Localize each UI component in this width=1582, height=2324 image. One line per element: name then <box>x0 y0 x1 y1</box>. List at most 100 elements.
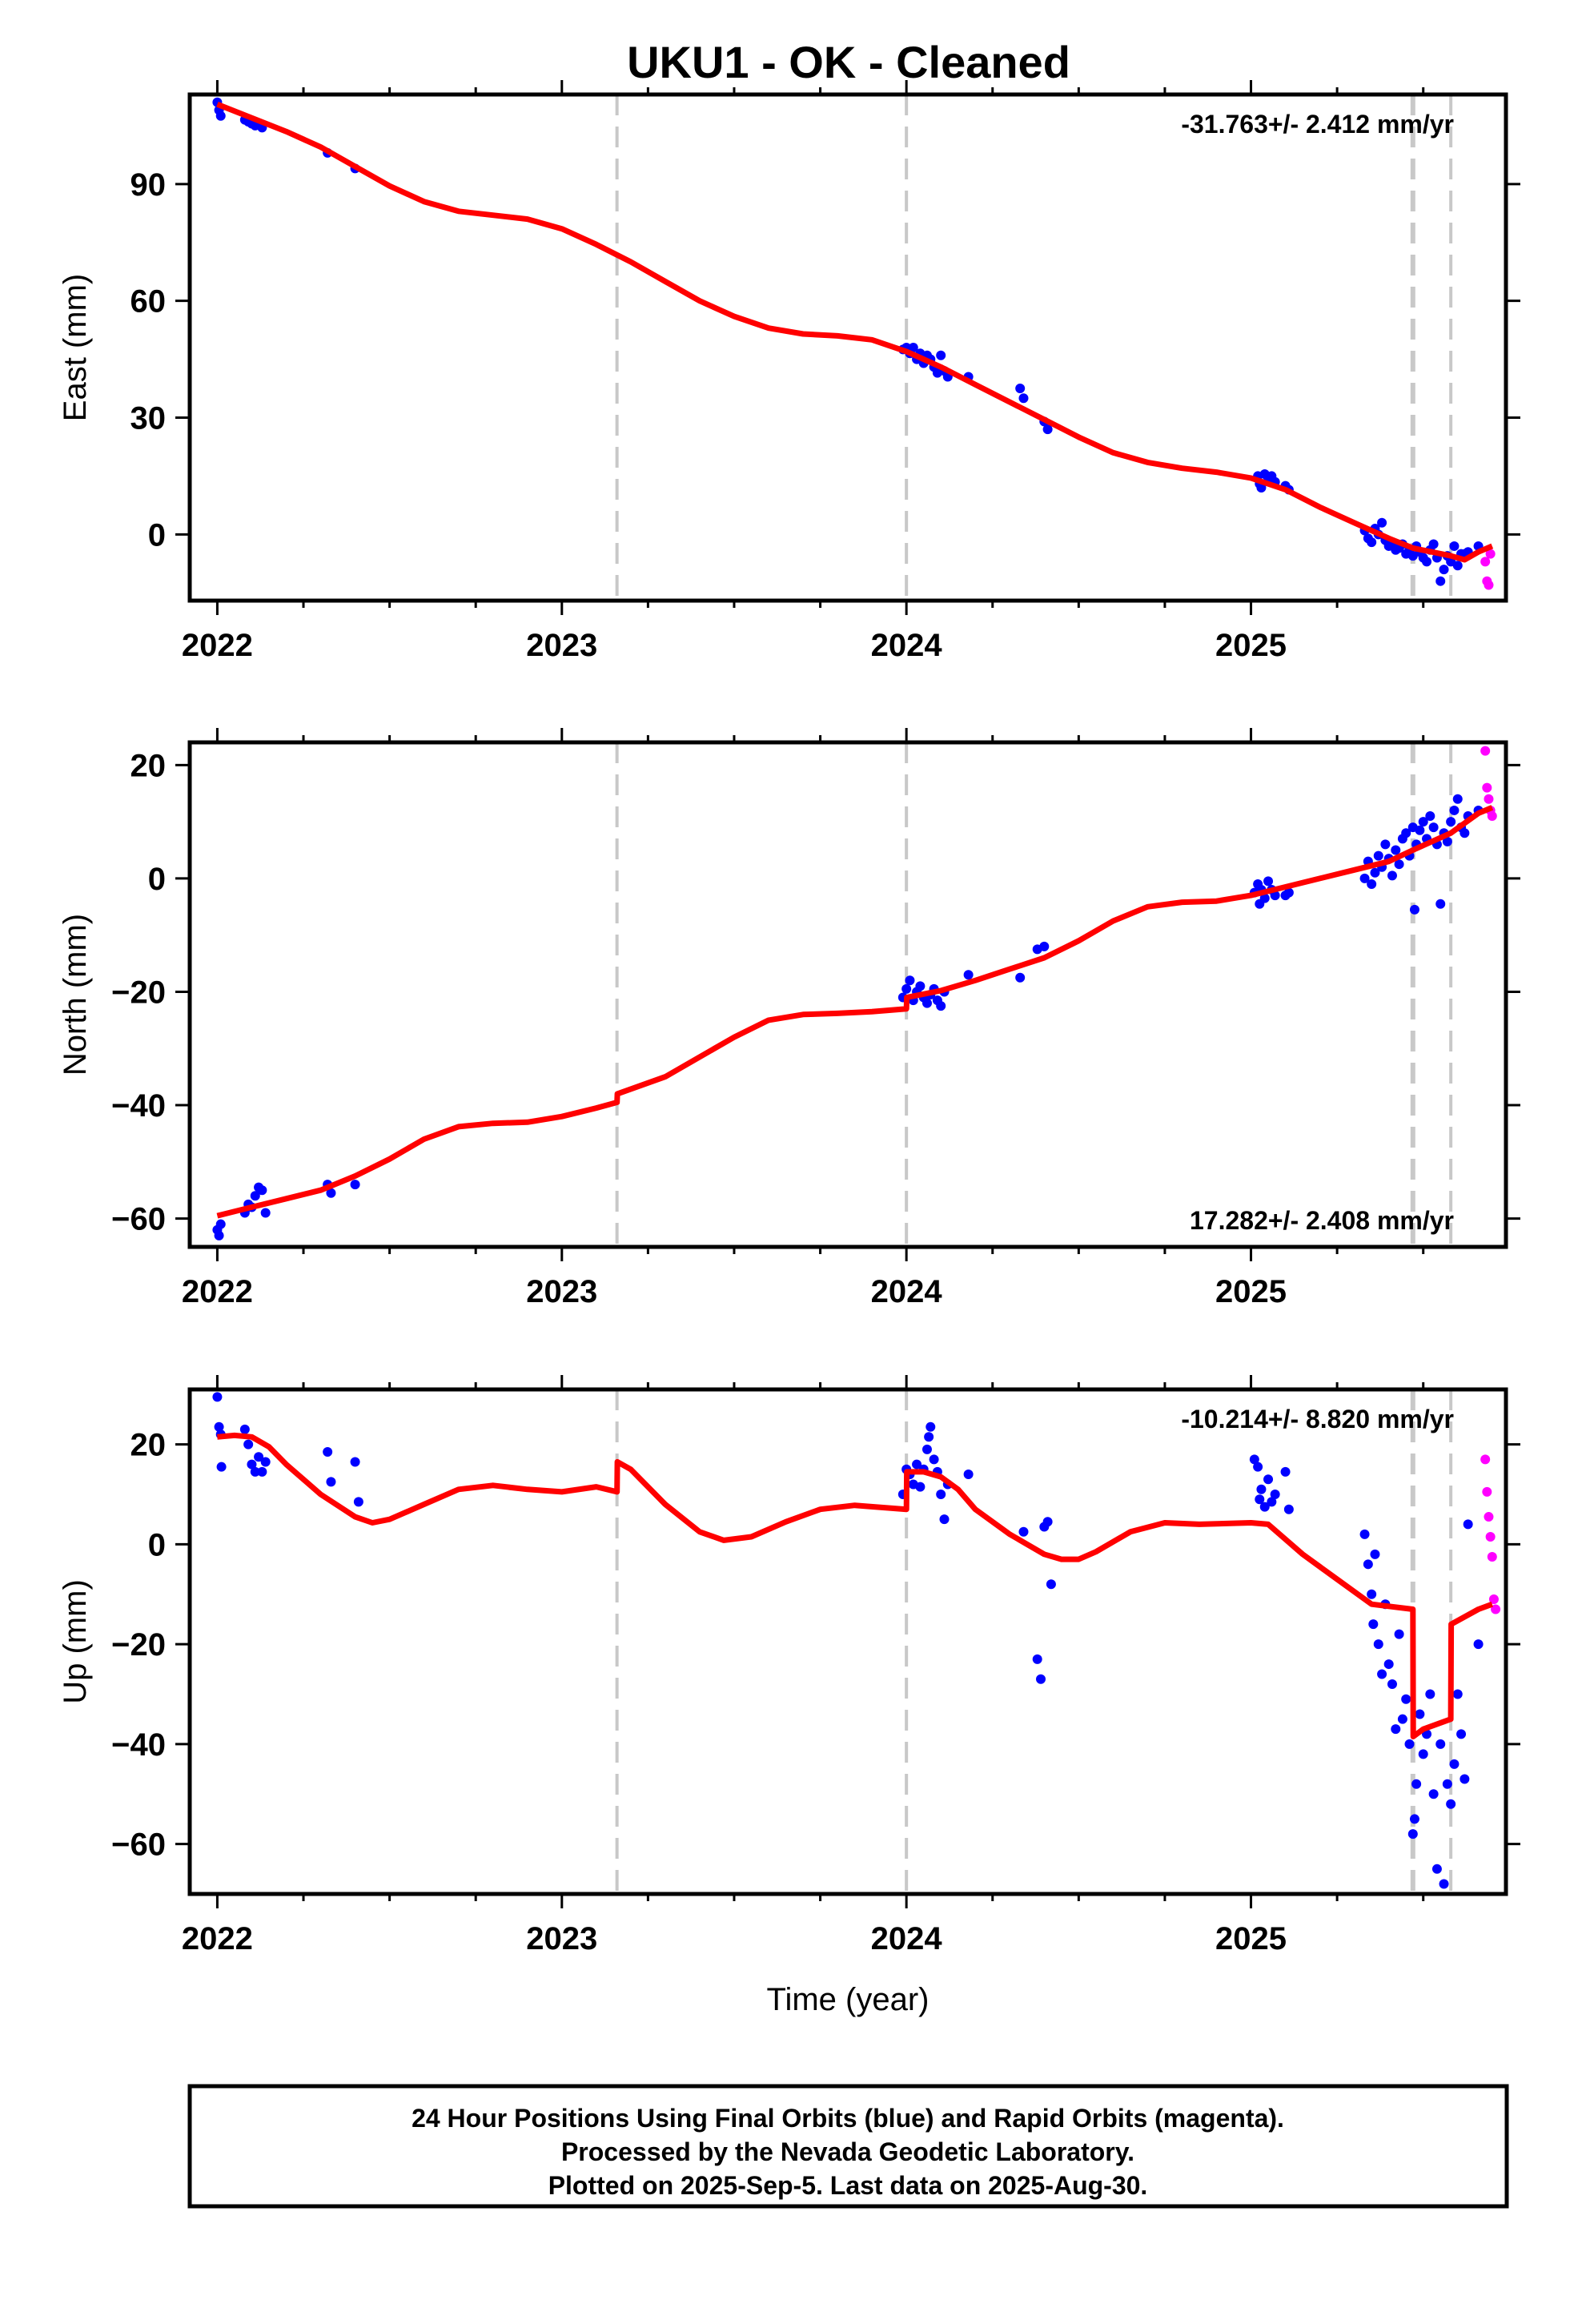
y-axis-label: North (mm) <box>58 914 93 1076</box>
final-orbit-point <box>915 981 926 991</box>
final-orbit-point <box>1397 1714 1407 1724</box>
final-orbit-point <box>1255 1494 1265 1505</box>
north-panel: 2022 2023 2024 2025 −60 −40 −20 0 20 North (mm) 17… <box>58 728 1520 1309</box>
final-orbit-point <box>1460 1774 1470 1784</box>
final-orbit-point <box>1253 1462 1263 1472</box>
final-orbit-point <box>929 1454 939 1465</box>
final-orbit-point <box>1359 1529 1370 1539</box>
final-orbit-point <box>1283 887 1294 898</box>
plot-frame <box>187 740 1508 1249</box>
final-orbit-point <box>1373 850 1383 861</box>
final-orbit-point <box>1407 1829 1418 1839</box>
x-axis-label: Time (year) <box>767 1982 930 2017</box>
footer-line-orbits: 24 Hour Positions Using Final Orbits (bl… <box>412 2104 1284 2133</box>
final-orbit-point <box>1370 1549 1380 1559</box>
final-orbit-point <box>1383 1659 1394 1670</box>
final-orbit-point <box>1452 1689 1463 1699</box>
final-orbit-point <box>963 970 974 980</box>
rapid-orbit-point <box>1484 794 1494 804</box>
rapid-orbit-point <box>1485 549 1496 559</box>
y-axis-label: Up (mm) <box>58 1579 93 1704</box>
x-tick-label: 2023 <box>526 1921 597 1956</box>
final-orbit-point <box>257 1185 267 1196</box>
final-orbit-point <box>912 1459 922 1470</box>
rapid-orbit-point <box>1487 811 1497 822</box>
final-orbit-point <box>1377 517 1387 528</box>
final-orbit-point <box>1387 870 1397 881</box>
final-orbit-point <box>1435 1739 1446 1749</box>
final-orbit-point <box>1446 1799 1456 1809</box>
final-orbit-point <box>243 1439 254 1449</box>
final-orbit-point <box>1015 972 1026 983</box>
y-tick-label: −20 <box>111 1627 166 1663</box>
final-orbit-point <box>1387 1679 1397 1690</box>
final-orbit-point <box>1456 1729 1467 1739</box>
final-orbit-point <box>921 998 932 1008</box>
final-orbit-point <box>1431 1864 1442 1874</box>
y-tick-label: 20 <box>130 1428 167 1463</box>
rapid-orbit-point <box>1484 1512 1494 1522</box>
y-tick-label: 20 <box>130 748 167 783</box>
final-orbit-point <box>905 975 915 986</box>
up-panel: 2022 2023 2024 2025 −60 −40 −20 0 20 Up (mm) Time … <box>58 1375 1520 2017</box>
footer-line-plotted: Plotted on 2025-Sep-5. Last data on 2025… <box>548 2171 1148 2200</box>
model-fit-line <box>217 1432 1494 1739</box>
final-orbit-point <box>1435 899 1446 909</box>
x-tick-label: 2023 <box>526 1274 597 1309</box>
final-orbit-point <box>1404 1739 1415 1749</box>
final-orbit-point <box>1368 1619 1379 1630</box>
y-axis-label: East (mm) <box>58 274 93 421</box>
final-orbit-point <box>260 1208 271 1218</box>
final-orbit-point <box>250 1191 260 1201</box>
final-orbit-point <box>1428 539 1439 549</box>
final-orbit-point <box>1039 941 1050 951</box>
velocity-rate-label: -31.763+/- 2.412 mm/yr <box>1181 110 1454 139</box>
model-fit-line <box>216 101 1494 563</box>
final-orbit-point <box>926 1421 936 1432</box>
final-orbit-point <box>1367 537 1377 548</box>
final-orbit-point <box>924 1432 934 1442</box>
final-orbit-point <box>1046 1579 1056 1590</box>
rapid-orbit-point <box>1482 1486 1492 1497</box>
final-orbit-point <box>901 983 912 994</box>
final-orbit-point <box>1259 1502 1270 1512</box>
plot-area <box>212 746 1497 1240</box>
final-orbit-point <box>1270 1489 1280 1499</box>
y-tick-label: −40 <box>111 1088 166 1124</box>
y-tick-label: −20 <box>111 975 166 1010</box>
final-orbit-point <box>1280 1466 1291 1477</box>
final-orbit-point <box>915 1482 926 1492</box>
final-orbit-point <box>936 1001 946 1011</box>
x-tick-label: 2022 <box>182 1921 253 1956</box>
y-tick-label: 0 <box>148 1527 166 1562</box>
final-orbit-point <box>350 1180 360 1190</box>
final-orbit-point <box>1442 1779 1452 1789</box>
final-orbit-point <box>1263 876 1274 887</box>
final-orbit-point <box>1256 1484 1267 1494</box>
final-orbit-point <box>1359 873 1370 883</box>
x-tick-label: 2024 <box>871 1921 943 1956</box>
y-tick-label: 90 <box>130 167 167 203</box>
y-tick-label: −60 <box>111 1827 166 1863</box>
plot-frame <box>187 1387 1508 1896</box>
final-orbit-point <box>215 111 226 121</box>
final-orbit-point <box>1418 817 1428 827</box>
east-panel: 2022 2023 2024 2025 0 30 60 90 East (mm) -31.763+… <box>58 80 1520 663</box>
final-orbit-point <box>1409 904 1419 915</box>
final-orbit-point <box>1428 1789 1439 1799</box>
final-orbit-point <box>1411 1779 1422 1789</box>
rapid-orbit-point <box>1484 580 1494 590</box>
final-orbit-point <box>908 343 918 352</box>
final-orbit-point <box>1473 1639 1484 1650</box>
final-orbit-point <box>1391 1724 1401 1735</box>
final-orbit-point <box>1439 565 1449 575</box>
final-orbit-point <box>1439 1879 1449 1889</box>
plot-frame <box>187 92 1508 603</box>
x-tick-label: 2024 <box>871 628 943 663</box>
rapid-orbit-point <box>1480 557 1491 567</box>
final-orbit-point <box>1042 1517 1053 1527</box>
final-orbit-point <box>260 1457 271 1467</box>
final-orbit-point <box>1425 1689 1435 1699</box>
final-orbit-point <box>939 1514 950 1525</box>
final-orbit-point <box>936 1489 946 1499</box>
